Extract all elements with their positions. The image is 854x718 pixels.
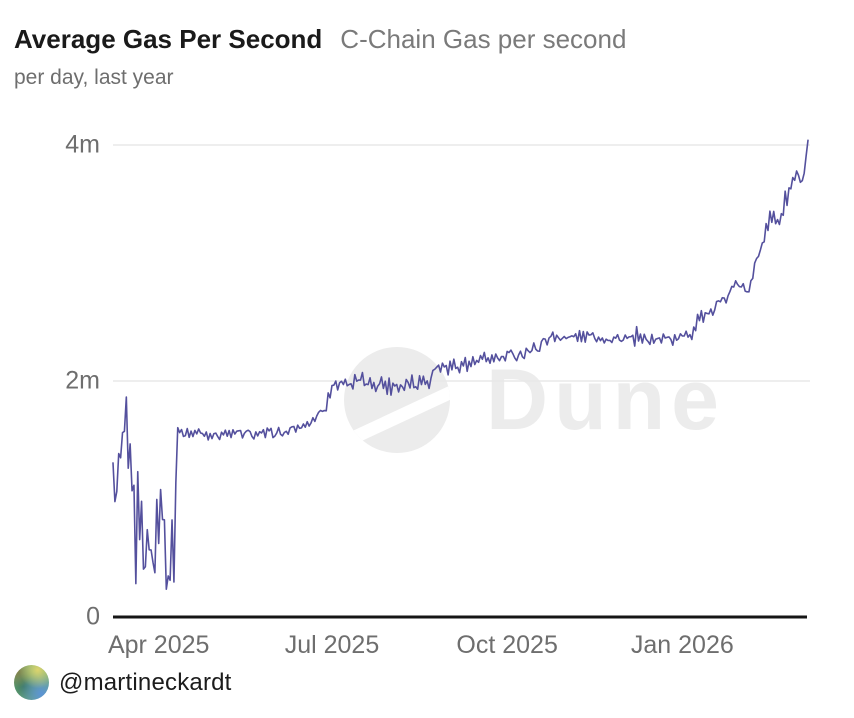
x-tick-apr-2025: Apr 2025 [107,631,210,659]
dune-watermark: Dune [344,346,725,454]
series-title: C-Chain Gas per second [340,24,627,54]
author-avatar [14,665,49,700]
x-tick-jan-2026: Jan 2026 [630,631,734,659]
dune-watermark-text: Dune [486,352,725,448]
x-tick-jul-2025: Jul 2025 [284,631,380,659]
page-title: Average Gas Per Second [14,24,323,54]
y-tick-2m: 2m [65,366,100,395]
author-handle: @martineckardt [59,668,232,696]
x-tick-oct-2025: Oct 2025 [456,631,558,659]
author-footer: @martineckardt [14,665,232,700]
y-tick-0: 0 [86,602,100,631]
chart-subtitle: per day, last year [14,66,174,89]
dune-logo-icon [344,347,450,453]
gas-line-series [112,139,809,590]
chart-header: Average Gas Per Second C-Chain Gas per s… [14,24,626,55]
y-tick-4m: 4m [65,130,100,159]
gridlines [113,144,810,382]
